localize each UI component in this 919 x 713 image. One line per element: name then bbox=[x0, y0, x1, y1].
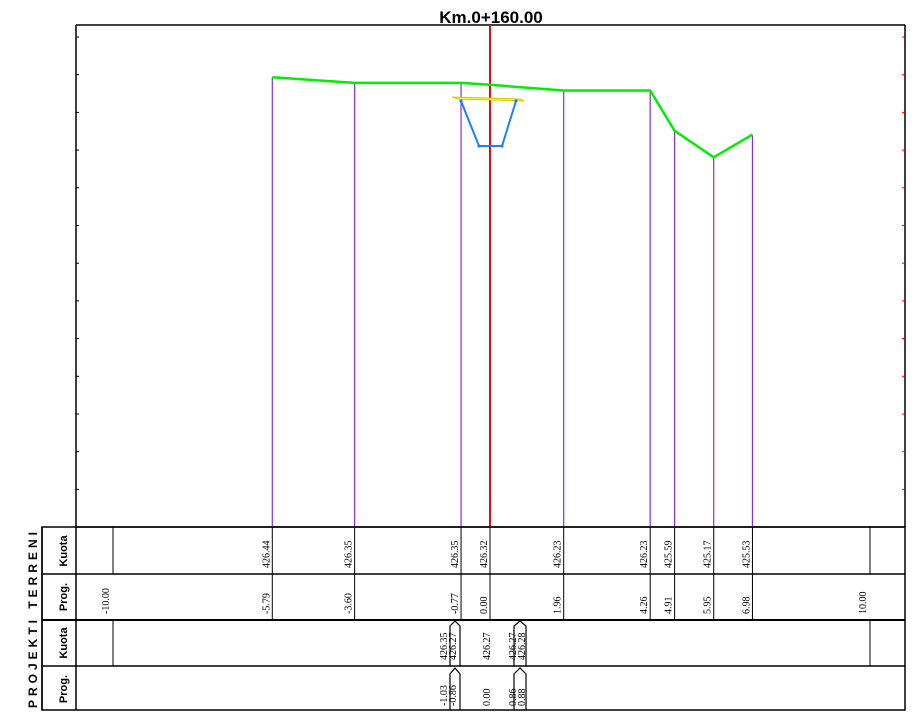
terrain-kuota-value: 425.53 bbox=[741, 541, 752, 569]
terrain-prog-value: 4.26 bbox=[639, 597, 650, 615]
project-kuota-value: 426.35 bbox=[439, 633, 450, 661]
project-prog-value: -0.86 bbox=[448, 685, 459, 706]
road-platform bbox=[451, 96, 525, 102]
terrain-prog-value: -0.77 bbox=[450, 593, 461, 614]
terrain-profile-line bbox=[272, 76, 754, 159]
terrain-prog-value: 5.95 bbox=[703, 597, 714, 615]
terrain-kuota-value: 426.23 bbox=[553, 541, 564, 569]
project-prog-value: 0.86 bbox=[508, 689, 519, 707]
terrain-kuota-value: 426.44 bbox=[261, 541, 272, 569]
terrain-kuota-value: 426.23 bbox=[639, 541, 650, 569]
project-vertex-dot bbox=[459, 99, 463, 103]
data-table bbox=[41, 526, 906, 711]
project-kuota-value: 426.27 bbox=[448, 633, 459, 661]
terrain-prog-left-extent: -10.00 bbox=[101, 588, 112, 614]
terrain-kuota-value: 426.35 bbox=[344, 541, 355, 569]
terrain-prog-right-extent: 10.00 bbox=[858, 592, 869, 615]
terrain-prog-value: 1.96 bbox=[553, 597, 564, 615]
terrain-kuota-value: 426.32 bbox=[479, 541, 490, 569]
row-label-project-kuota: Kuota bbox=[58, 627, 70, 659]
project-prog-value: 0.00 bbox=[482, 689, 493, 707]
project-kuota-value: 426.27 bbox=[508, 633, 519, 661]
section-title: Km.0+160.00 bbox=[439, 8, 543, 27]
row-label-project-prog: Prog. bbox=[58, 675, 70, 703]
side-label-projekti-terreni: PROJEKTI TERRENI bbox=[26, 528, 40, 708]
project-vertex-dot bbox=[514, 99, 518, 103]
terrain-prog-value: -3.60 bbox=[344, 593, 355, 614]
terrain-kuota-value: 426.35 bbox=[450, 541, 461, 569]
table-values: 426.44 -5.79 426.35 -3.60 426.35 -0.77 426.32 0… bbox=[101, 541, 869, 707]
terrain-prog-value: 4.91 bbox=[664, 597, 675, 615]
frame-ticks bbox=[76, 36, 905, 490]
project-kuota-value: 426.27 bbox=[482, 633, 493, 661]
table-segments bbox=[271, 527, 753, 710]
project-ditch-line bbox=[460, 100, 517, 147]
project-prog-value: 0.88 bbox=[517, 689, 528, 707]
project-kuota-value: 426.28 bbox=[517, 633, 528, 661]
terrain-kuota-value: 425.17 bbox=[703, 541, 714, 569]
project-prog-value: -1.03 bbox=[439, 685, 450, 706]
terrain-prog-value: 0.00 bbox=[479, 597, 490, 615]
terrain-kuota-value: 425.59 bbox=[664, 541, 675, 569]
project-vertices bbox=[459, 99, 518, 148]
row-label-terrain-prog: Prog. bbox=[58, 583, 70, 611]
project-vertex-dot bbox=[477, 144, 481, 148]
terrain-prog-value: 6.98 bbox=[741, 597, 752, 615]
vertical-guides bbox=[271, 77, 754, 527]
row-label-terrain-kuota: Kuota bbox=[58, 535, 70, 567]
terrain-prog-value: -5.79 bbox=[261, 593, 272, 614]
project-vertex-dot bbox=[500, 144, 504, 148]
